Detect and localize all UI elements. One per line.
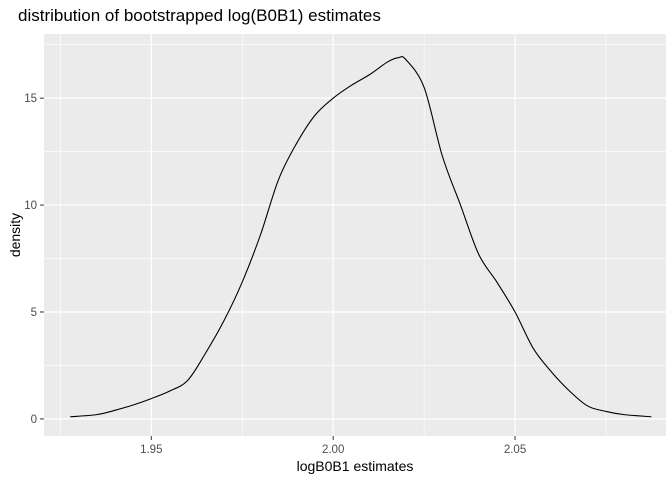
grid-lines	[44, 34, 666, 436]
chart-title: distribution of bootstrapped log(B0B1) e…	[18, 6, 381, 25]
x-tick-label: 2.05	[504, 444, 526, 456]
y-tick-label: 5	[31, 307, 37, 319]
y-tick-label: 10	[24, 200, 37, 212]
axes: 1.95 2.00 2.05 0 5 10 15	[24, 93, 526, 456]
density-curve	[70, 56, 652, 418]
y-tick-label: 15	[24, 93, 37, 105]
y-axis-title: density	[7, 213, 23, 257]
x-tick-label: 1.95	[140, 444, 162, 456]
x-axis-title: logB0B1 estimates	[297, 458, 414, 474]
y-tick-label: 0	[31, 414, 37, 426]
plot-panel	[44, 34, 666, 436]
density-curve-layer	[70, 56, 652, 418]
x-tick-label: 2.00	[322, 444, 344, 456]
